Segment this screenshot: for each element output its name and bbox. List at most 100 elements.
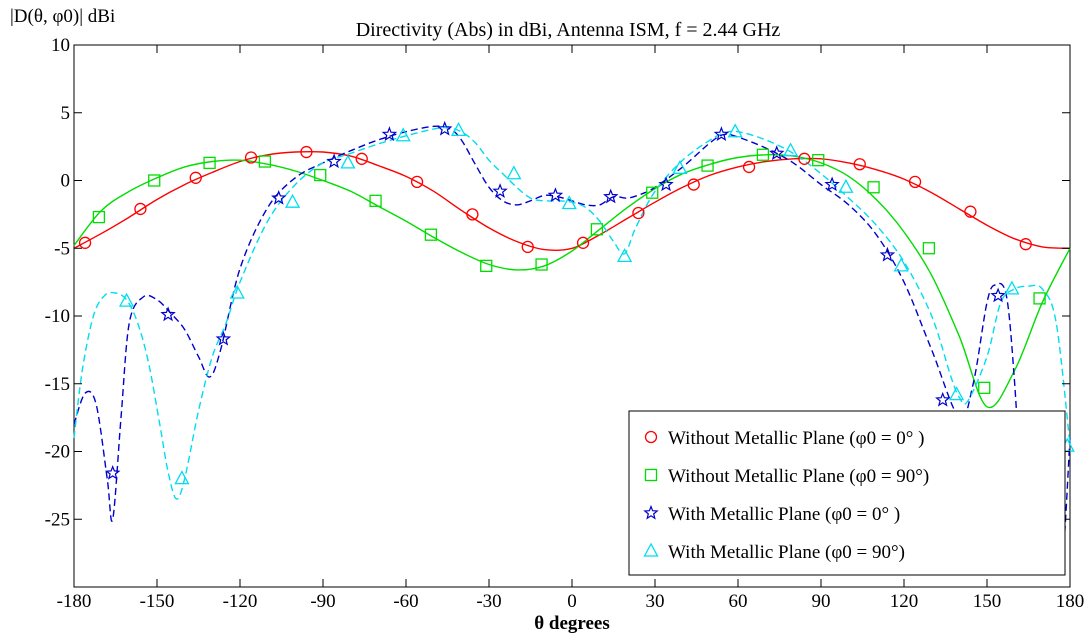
y-tick-label: 5 (61, 103, 71, 124)
y-tick-label: -25 (45, 509, 70, 530)
series-markers-1 (78, 145, 1032, 254)
data-point (547, 187, 564, 203)
data-point (395, 127, 411, 142)
data-point (355, 152, 368, 165)
data-point (284, 193, 301, 208)
legend-marker (643, 504, 659, 520)
y-tick-label: -20 (45, 442, 70, 463)
data-point (174, 470, 190, 485)
data-point (381, 126, 398, 142)
legend: Without Metallic Plane (φ0 = 0° ) Without… (628, 410, 1066, 576)
data-point (838, 178, 854, 193)
y-tick-label: -10 (45, 306, 70, 327)
legend-marker (644, 468, 658, 482)
data-point (326, 153, 342, 169)
data-point (160, 306, 176, 322)
data-point (134, 202, 147, 216)
x-tick-label: -60 (393, 591, 418, 612)
data-point (1033, 292, 1046, 305)
data-point (756, 148, 770, 161)
data-point (506, 165, 522, 180)
data-point (742, 160, 756, 174)
x-tick-label: -30 (476, 591, 501, 612)
series-markers-2 (92, 148, 1046, 394)
data-point (964, 205, 977, 218)
data-point (78, 236, 92, 249)
series-markers (78, 120, 1075, 524)
data-point (369, 194, 382, 207)
data-point (879, 246, 896, 262)
legend-item-2: Without Metallic Plane (φ0 = 90°) (644, 466, 929, 487)
data-point (118, 292, 135, 307)
y-tick-label: -5 (54, 238, 70, 259)
x-tick-label: 60 (729, 591, 748, 612)
y-tick-label: 0 (61, 171, 71, 192)
data-point (410, 175, 424, 189)
data-point (492, 183, 508, 198)
data-point (713, 126, 730, 142)
data-point (893, 257, 909, 272)
data-point (314, 168, 327, 182)
data-point (672, 159, 688, 174)
legend-marker (643, 542, 659, 557)
data-point (948, 386, 965, 401)
data-point (340, 154, 356, 169)
y-axis-label: |D(θ, φ0)| dBi (10, 6, 115, 27)
series-line-2 (73, 153, 1071, 409)
data-point (632, 206, 645, 220)
data-point (105, 465, 121, 480)
x-axis-label: θ degrees (534, 613, 610, 634)
data-point (92, 210, 106, 224)
data-point (769, 145, 785, 161)
data-point (727, 123, 743, 138)
data-point (244, 151, 258, 164)
x-tick-label: 180 (1056, 591, 1085, 612)
x-tick-label: 30 (646, 591, 665, 612)
x-tick-label: 150 (973, 591, 1002, 612)
data-point (990, 287, 1006, 303)
x-tick-label: -150 (140, 591, 175, 612)
data-point (189, 171, 202, 184)
x-tick-label: 0 (567, 591, 577, 612)
data-point (450, 122, 467, 137)
data-point (437, 120, 453, 136)
data-point (935, 391, 951, 407)
data-point (1004, 280, 1020, 295)
legend-item-1: Without Metallic Plane (φ0 = 0° ) (644, 428, 924, 449)
data-point (978, 381, 991, 394)
data-point (687, 178, 700, 191)
data-point (229, 284, 245, 299)
y-tick-label: 10 (51, 35, 70, 56)
legend-marker (644, 430, 658, 444)
data-point (203, 156, 216, 170)
data-point (646, 186, 659, 199)
x-tick-label: 90 (812, 591, 831, 612)
data-point (590, 223, 604, 236)
data-point (466, 208, 479, 221)
data-point (271, 189, 287, 205)
data-point (922, 242, 936, 255)
data-point (701, 159, 714, 172)
data-point (798, 152, 811, 165)
x-tick-label: -90 (310, 591, 335, 612)
data-point (561, 195, 577, 210)
data-point (616, 248, 633, 263)
data-point (480, 259, 493, 273)
legend-label: Without Metallic Plane (φ0 = 90°) (668, 466, 929, 487)
data-point (603, 188, 619, 204)
legend-item-4: With Metallic Plane (φ0 = 90°) (643, 542, 905, 563)
data-point (535, 258, 548, 271)
x-tick-label: -120 (223, 591, 258, 612)
data-point (867, 181, 880, 194)
y-tick-label: -15 (45, 374, 70, 395)
data-point (824, 176, 840, 192)
data-point (215, 330, 232, 346)
axis-ticks: -180 -150 -120 -90 -60 -30 0 30 60 90 120 150 180-25… (45, 35, 1085, 612)
data-point (576, 236, 590, 249)
data-point (782, 142, 799, 157)
data-point (1019, 238, 1032, 251)
legend-label: With Metallic Plane (φ0 = 0° ) (668, 504, 900, 525)
data-point (148, 174, 161, 187)
legend-label: With Metallic Plane (φ0 = 90°) (668, 542, 905, 563)
x-tick-label: 120 (890, 591, 919, 612)
